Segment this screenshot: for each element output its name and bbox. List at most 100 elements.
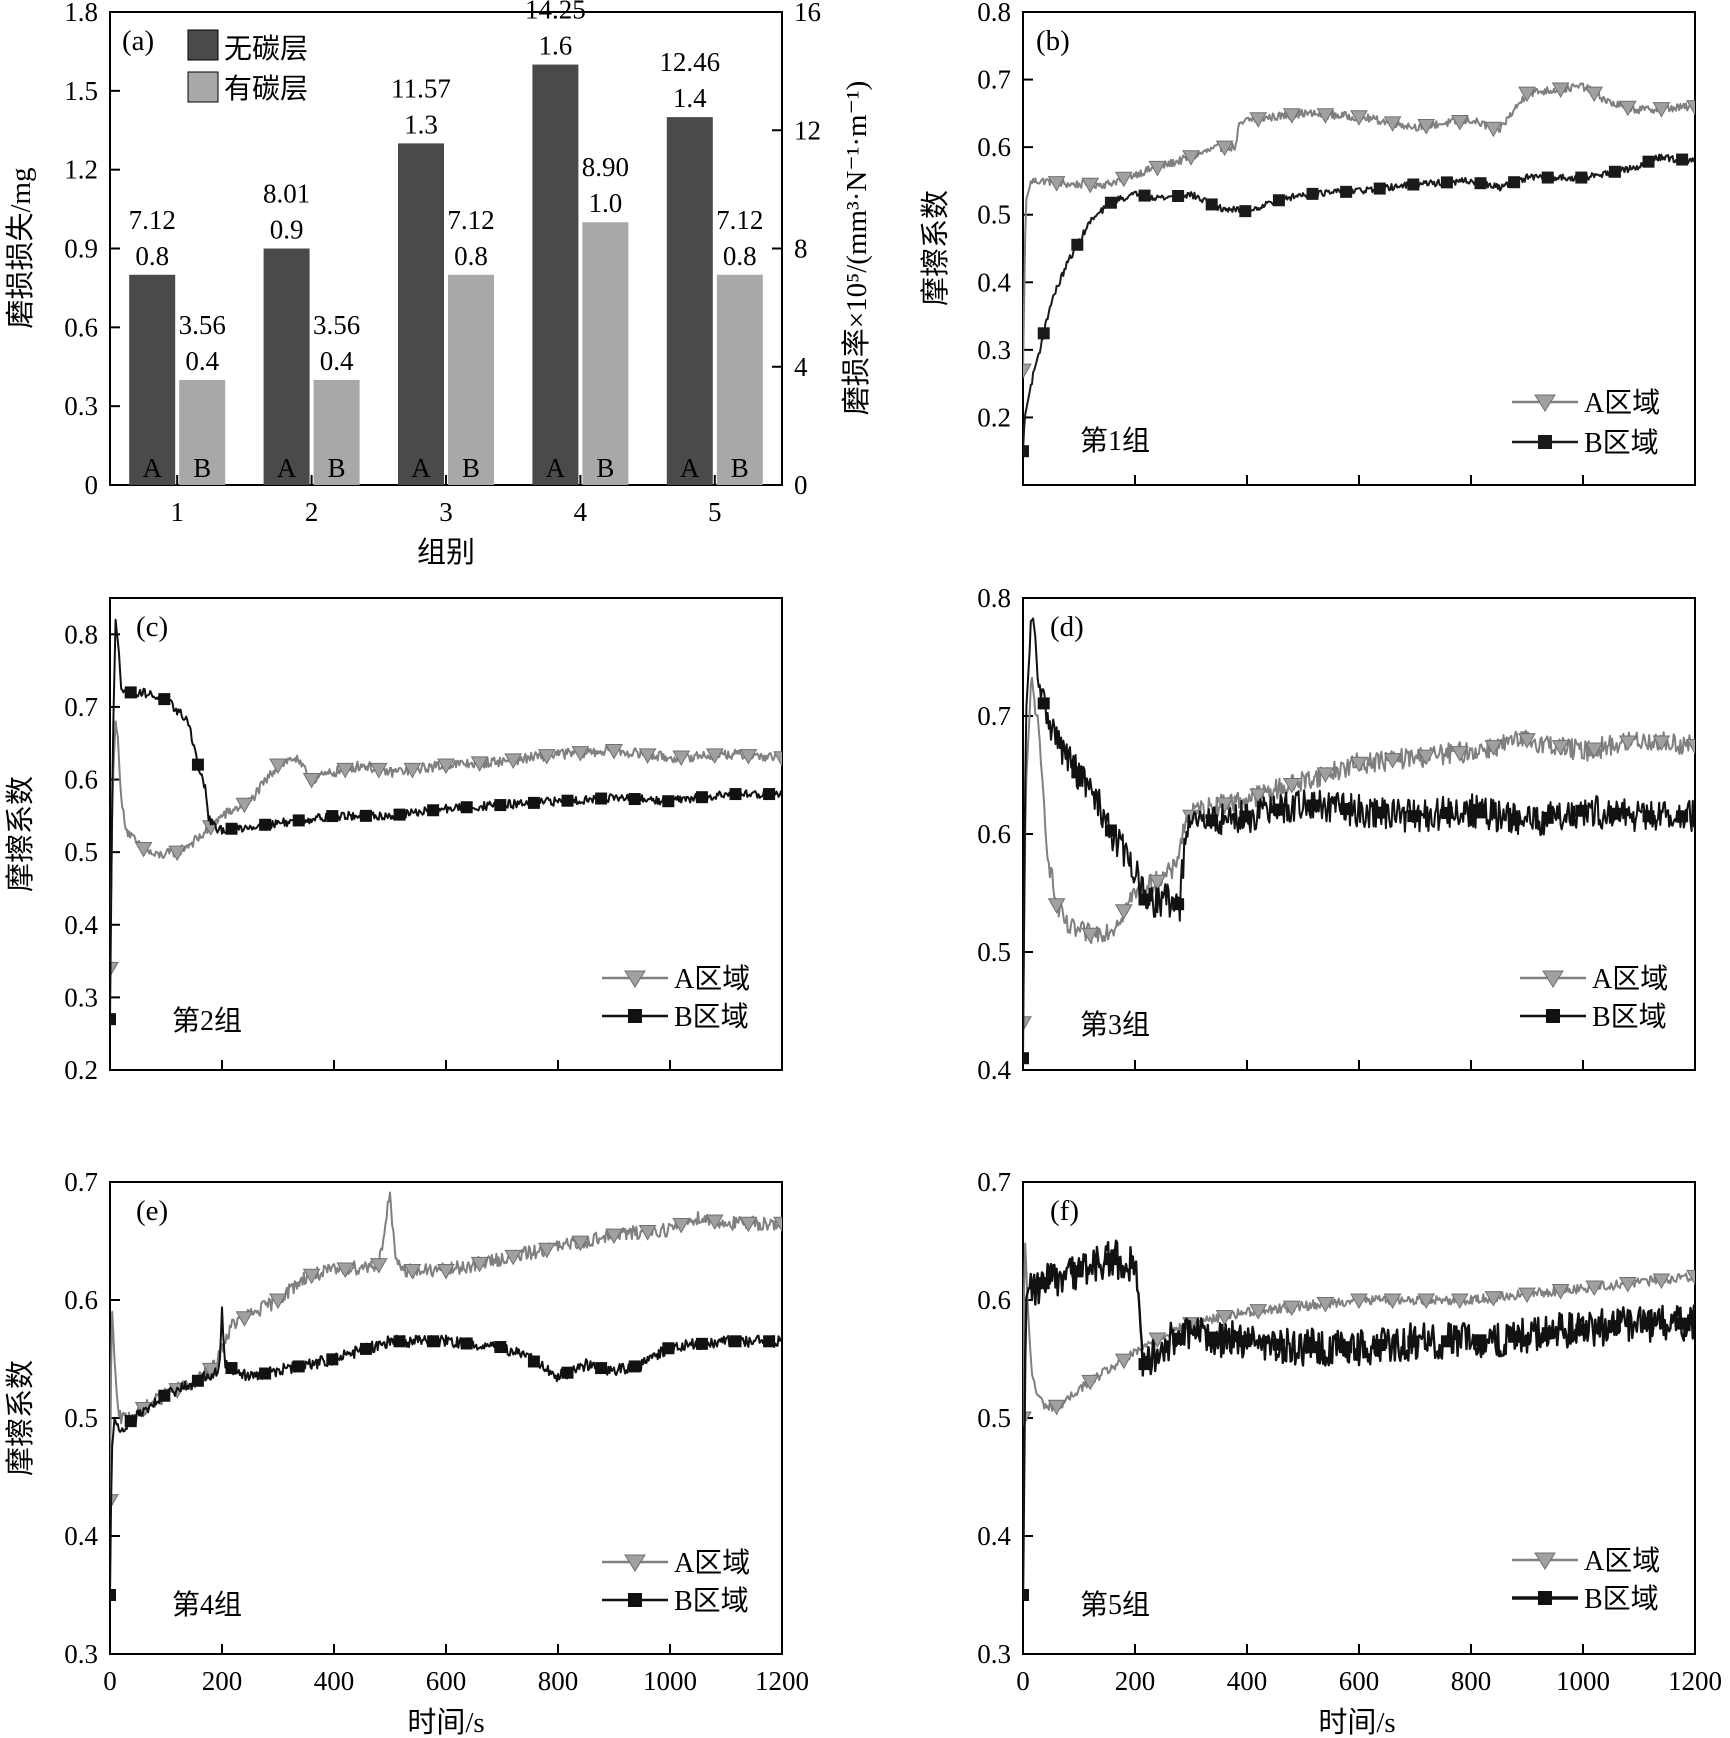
data-point-square bbox=[1340, 185, 1353, 198]
data-point-square bbox=[259, 1367, 272, 1380]
data-point-square bbox=[494, 1341, 507, 1354]
panel-e-legend: A区域 B区域 bbox=[602, 1547, 750, 1617]
data-point-triangle bbox=[705, 1214, 724, 1230]
bar-letter-label: B bbox=[731, 453, 749, 483]
panel-e-ylabel: 摩擦系数 bbox=[4, 1360, 37, 1476]
bar-letter-label: B bbox=[328, 453, 346, 483]
y-tick-label: 0.3 bbox=[64, 391, 98, 421]
y-tick-label: 0.6 bbox=[64, 765, 98, 795]
x-tick-label: 800 bbox=[1451, 1666, 1492, 1696]
data-point-square bbox=[695, 791, 708, 804]
data-point-square bbox=[1440, 1335, 1453, 1348]
bar-no-carbon bbox=[129, 274, 176, 485]
data-point-triangle bbox=[1686, 739, 1695, 755]
data-point-square bbox=[1172, 189, 1185, 202]
data-point-square bbox=[628, 1360, 641, 1373]
data-point-square bbox=[359, 809, 372, 822]
data-point-square bbox=[225, 1362, 238, 1375]
data-point-triangle bbox=[537, 749, 556, 765]
bar-no-carbon bbox=[532, 64, 579, 486]
data-point-triangle bbox=[369, 1258, 388, 1274]
data-point-square bbox=[225, 822, 238, 835]
data-point-square bbox=[110, 1013, 116, 1026]
data-point-triangle bbox=[571, 1235, 590, 1252]
data-point-square bbox=[1104, 824, 1117, 837]
data-point-triangle bbox=[1350, 110, 1368, 126]
data-point-triangle bbox=[773, 751, 782, 767]
x-tick-label: 1000 bbox=[643, 1666, 697, 1696]
bar-with-carbon bbox=[313, 379, 360, 485]
data-point-triangle bbox=[1417, 119, 1436, 135]
data-point-square bbox=[1037, 327, 1050, 340]
y-tick-label: 0.6 bbox=[64, 1285, 98, 1315]
y-tick-label: 0.7 bbox=[64, 1167, 98, 1197]
data-point-triangle bbox=[1148, 874, 1167, 891]
data-point-square bbox=[527, 796, 540, 809]
bar-letter-label: A bbox=[142, 453, 162, 483]
data-point-triangle bbox=[605, 743, 623, 760]
data-point-triangle bbox=[168, 845, 187, 862]
data-point-square bbox=[326, 1353, 339, 1366]
legend-marker-square-icon bbox=[1538, 435, 1552, 449]
legend-marker-square-icon bbox=[1546, 1009, 1560, 1023]
bar-rate-label: 7.12 bbox=[447, 205, 494, 235]
panel-f-xlabel: 时间/s bbox=[1318, 1706, 1395, 1738]
y-tick-label: 0.9 bbox=[64, 234, 98, 264]
data-point-square bbox=[1373, 806, 1386, 819]
data-point-square bbox=[326, 810, 339, 823]
panel-b-group-label: 第1组 bbox=[1080, 425, 1150, 457]
data-point-square bbox=[1676, 1317, 1689, 1330]
data-point-triangle bbox=[1383, 753, 1402, 769]
bar-value-label: 1.3 bbox=[404, 109, 438, 139]
data-point-triangle bbox=[1417, 1293, 1436, 1310]
data-point-square bbox=[1407, 1335, 1420, 1348]
data-point-triangle bbox=[302, 773, 321, 789]
data-point-triangle bbox=[1249, 788, 1268, 805]
data-point-square bbox=[1023, 1052, 1029, 1065]
panel-b-legend: A区域 B区域 bbox=[1512, 387, 1660, 459]
panel-a-ylabel-left: 磨损损失/mg bbox=[4, 167, 37, 328]
data-point-square bbox=[595, 1362, 608, 1375]
y-tick-label: 0.5 bbox=[64, 1403, 98, 1433]
y-tick-label: 0.3 bbox=[977, 1639, 1011, 1669]
y-tick-label: 0.4 bbox=[977, 1521, 1011, 1551]
legend-label-b: B区域 bbox=[674, 1001, 749, 1033]
data-point-triangle bbox=[1114, 1353, 1133, 1370]
y-tick-label: 1.5 bbox=[64, 76, 98, 106]
data-point-square bbox=[695, 1337, 708, 1350]
data-point-triangle bbox=[470, 1256, 489, 1273]
data-point-square bbox=[561, 794, 574, 807]
data-point-triangle bbox=[235, 1311, 254, 1327]
bar-value-label: 0.8 bbox=[135, 241, 169, 271]
series-a bbox=[110, 720, 782, 978]
data-point-square bbox=[1676, 810, 1689, 823]
data-point-square bbox=[1541, 1327, 1554, 1340]
x-tick-label: 600 bbox=[426, 1666, 467, 1696]
x-tick-label: 200 bbox=[202, 1666, 243, 1696]
data-point-triangle bbox=[1417, 749, 1436, 766]
y-tick-label: 0.8 bbox=[977, 583, 1011, 613]
panel-d-group-label: 第3组 bbox=[1080, 1009, 1150, 1041]
panel-f-legend: A区域 B区域 bbox=[1512, 1545, 1660, 1615]
data-point-square bbox=[460, 801, 473, 814]
data-point-triangle bbox=[1215, 797, 1234, 813]
data-point-triangle bbox=[571, 746, 590, 762]
panel-d-series bbox=[1023, 617, 1695, 1065]
data-point-triangle bbox=[1215, 140, 1234, 157]
data-point-triangle bbox=[1618, 100, 1637, 117]
bar-rate-label: 3.56 bbox=[313, 310, 360, 340]
x-tick-label: 200 bbox=[1115, 1666, 1156, 1696]
y-tick-label: 0.5 bbox=[977, 937, 1011, 967]
panel-e-tag: (e) bbox=[136, 1195, 168, 1227]
legend-marker-triangle-icon bbox=[1542, 970, 1564, 988]
bar-value-label: 0.9 bbox=[270, 215, 304, 245]
data-point-square bbox=[561, 1366, 574, 1379]
bar-with-carbon bbox=[716, 274, 763, 485]
data-point-square bbox=[1407, 178, 1420, 191]
data-point-square bbox=[259, 818, 272, 831]
data-point-square bbox=[1071, 238, 1084, 251]
data-point-triangle bbox=[134, 842, 153, 858]
bar-rate-label: 11.57 bbox=[391, 73, 451, 103]
x-tick-label: 3 bbox=[439, 497, 453, 527]
data-point-square bbox=[1440, 176, 1453, 189]
